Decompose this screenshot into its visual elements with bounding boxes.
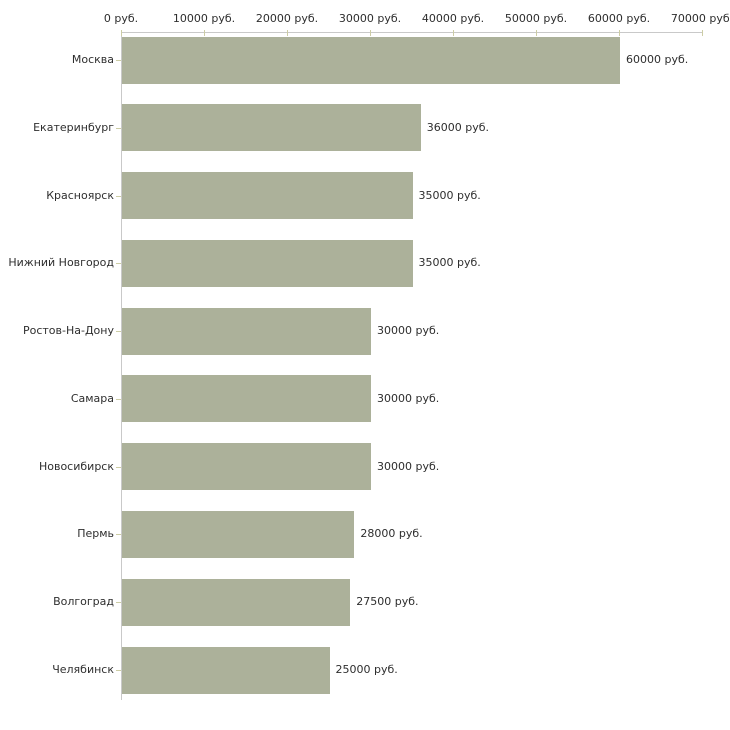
value-label: 30000 руб.: [377, 460, 440, 473]
value-label: 25000 руб.: [335, 663, 398, 676]
bar: [122, 579, 351, 626]
x-axis-tick-label: 40000 руб.: [421, 12, 485, 25]
y-axis-tick: [116, 670, 121, 671]
category-label: Самара: [70, 392, 114, 405]
value-label: 35000 руб.: [418, 256, 481, 269]
category-label: Екатеринбург: [33, 121, 114, 134]
bar: [122, 443, 371, 490]
value-label: 27500 руб.: [356, 595, 419, 608]
x-axis-tick-label: 10000 руб.: [172, 12, 236, 25]
x-axis-tick: [702, 30, 703, 36]
category-label: Новосибирск: [38, 460, 114, 473]
bar: [122, 240, 413, 287]
category-label: Нижний Новгород: [8, 256, 114, 269]
y-axis-tick: [116, 534, 121, 535]
y-axis-tick: [116, 196, 121, 197]
x-axis-tick: [121, 30, 122, 36]
bar: [122, 308, 371, 355]
x-axis-tick: [370, 30, 371, 36]
x-axis-tick: [204, 30, 205, 36]
x-axis-tick: [287, 30, 288, 36]
y-axis-tick: [116, 331, 121, 332]
x-axis-tick: [453, 30, 454, 36]
category-label: Москва: [71, 53, 114, 66]
value-label: 30000 руб.: [377, 324, 440, 337]
x-axis-tick: [536, 30, 537, 36]
y-axis-tick: [116, 128, 121, 129]
bar: [122, 172, 413, 219]
y-axis-tick: [116, 602, 121, 603]
x-axis-tick-label: 20000 руб.: [255, 12, 319, 25]
bar: [122, 511, 355, 558]
y-axis-tick: [116, 467, 121, 468]
value-label: 35000 руб.: [418, 189, 481, 202]
value-label: 30000 руб.: [377, 392, 440, 405]
category-label: Челябинск: [52, 663, 114, 676]
x-axis-tick-label: 30000 руб.: [338, 12, 402, 25]
y-axis-tick: [116, 399, 121, 400]
category-label: Красноярск: [46, 189, 114, 202]
y-axis-tick: [116, 263, 121, 264]
x-axis-line: [121, 32, 702, 33]
bar: [122, 104, 421, 151]
x-axis-tick-label: 70000 руб.: [670, 12, 730, 25]
value-label: 28000 руб.: [360, 527, 423, 540]
y-axis-line: [121, 32, 122, 700]
value-label: 36000 руб.: [426, 121, 490, 134]
x-axis-tick-label: 60000 руб.: [587, 12, 651, 25]
value-label: 60000 руб.: [626, 53, 689, 66]
bar: [122, 375, 371, 422]
bar: [122, 647, 330, 694]
x-axis-tick: [619, 30, 620, 36]
x-axis-tick-label: 50000 руб.: [504, 12, 568, 25]
y-axis-tick: [116, 60, 121, 61]
category-label: Волгоград: [53, 595, 114, 608]
x-axis-tick-label: 0 руб.: [103, 12, 139, 25]
category-label: Пермь: [77, 527, 114, 540]
category-label: Ростов-На-Дону: [22, 324, 114, 337]
bar: [122, 37, 620, 84]
